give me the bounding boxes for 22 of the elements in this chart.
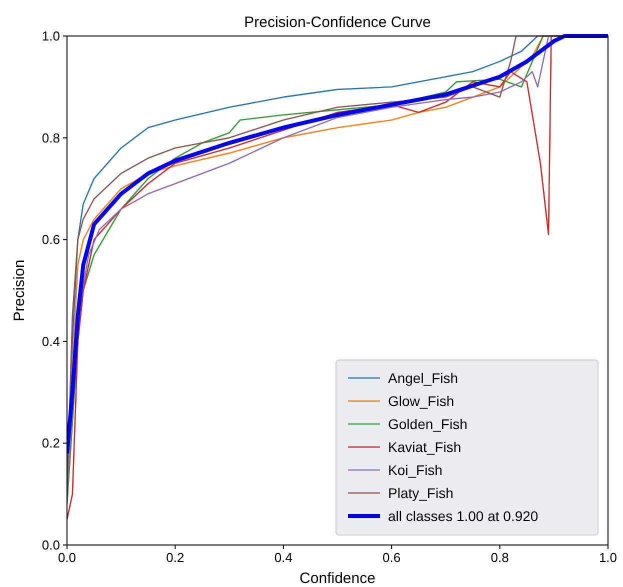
- y-tick-label: 0.2: [42, 436, 60, 451]
- x-tick-label: 0.8: [490, 550, 509, 565]
- x-tick-label: 0.0: [58, 550, 76, 565]
- legend-label: Glow_Fish: [388, 393, 454, 409]
- x-axis-title: Confidence: [300, 570, 376, 587]
- legend-label: Platy_Fish: [388, 485, 454, 501]
- x-tick-label: 0.4: [274, 550, 292, 565]
- y-tick-label: 1.0: [42, 28, 60, 44]
- y-tick-label: 0.0: [42, 538, 60, 552]
- x-tick-label: 0.6: [382, 550, 401, 565]
- legend-label: Kaviat_Fish: [388, 439, 462, 455]
- y-tick-label: 0.6: [42, 232, 60, 248]
- legend-label: Angel_Fish: [388, 370, 458, 386]
- x-tick-label: 1.0: [598, 550, 618, 565]
- y-axis-title: Precision: [11, 260, 28, 322]
- y-tick-label: 0.8: [42, 130, 60, 146]
- legend-label: all classes 1.00 at 0.920: [388, 508, 538, 524]
- x-tick-label: 0.2: [166, 550, 184, 565]
- chart-title: Precision-Confidence Curve: [244, 14, 431, 31]
- y-tick-label: 0.4: [42, 334, 60, 349]
- legend-label: Golden_Fish: [388, 416, 468, 432]
- legend-label: Koi_Fish: [388, 462, 442, 478]
